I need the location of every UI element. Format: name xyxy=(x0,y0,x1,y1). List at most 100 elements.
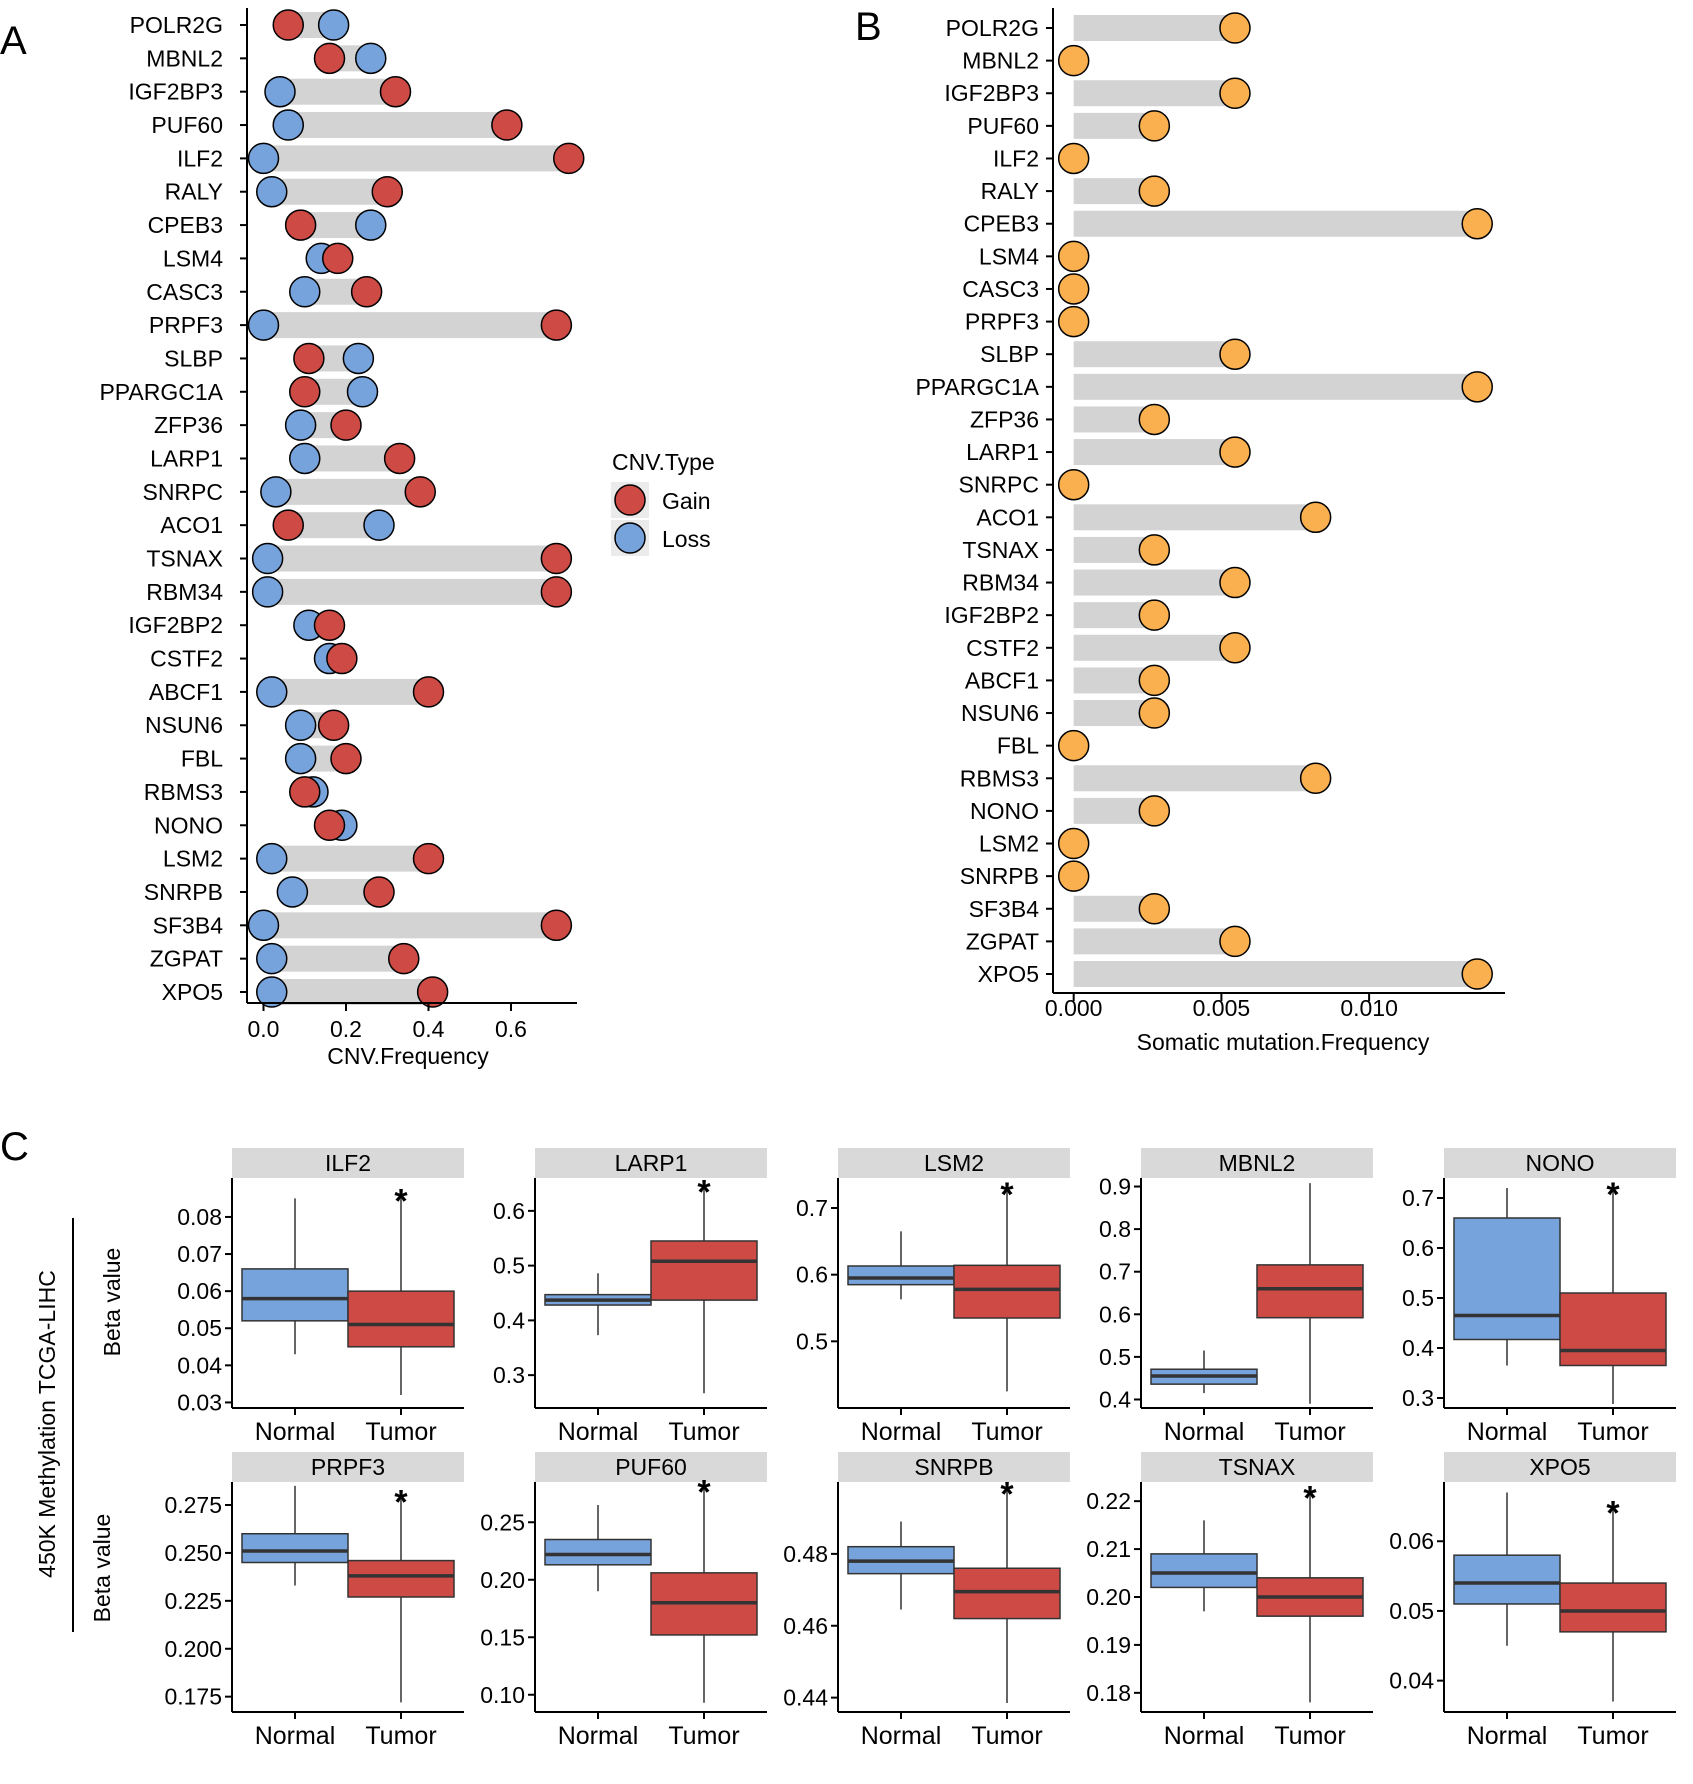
significance-star: * xyxy=(394,1483,408,1521)
facet-title: LSM2 xyxy=(924,1150,984,1176)
y-tick-label: ACO1 xyxy=(976,504,1039,530)
panel-c-methylation-boxplots: 450K Methylation TCGA-LIHC Beta value Be… xyxy=(34,1148,1676,1750)
y-tick-label: LSM4 xyxy=(979,243,1039,269)
gain-point xyxy=(412,842,445,875)
y-tick-label: 0.21 xyxy=(1086,1536,1131,1562)
legend-gain-dot xyxy=(614,484,646,516)
significance-star: * xyxy=(697,1473,711,1511)
gain-point xyxy=(350,276,383,308)
y-tick-label: NSUN6 xyxy=(145,712,223,738)
y-tick-label: XPO5 xyxy=(162,979,223,1005)
panel-b-axes: POLR2G MBNL2 IGF2BP3 PUF60 ILF2 RALY CPEB3 LSM4… xyxy=(915,8,1505,1021)
y-tick-label: CPEB3 xyxy=(148,212,223,238)
y-tick-label: ILF2 xyxy=(993,145,1039,171)
y-tick-label: 0.9 xyxy=(1099,1174,1131,1200)
y-tick-label: 0.08 xyxy=(177,1204,222,1230)
loss-point xyxy=(317,9,350,41)
normal-box xyxy=(847,1265,955,1286)
y-tick-label: 0.4 xyxy=(1402,1335,1434,1361)
y-tick-label: POLR2G xyxy=(946,15,1039,41)
x-tick-label: Normal xyxy=(1467,1722,1548,1750)
x-tick-label: Normal xyxy=(861,1722,942,1750)
y-tick-label: 0.3 xyxy=(1402,1385,1434,1411)
y-tick-label: 0.46 xyxy=(783,1613,828,1639)
mutation-point xyxy=(1138,697,1171,729)
y-tick-label: 0.6 xyxy=(1099,1301,1131,1327)
y-tick-label: 0.175 xyxy=(164,1684,222,1710)
x-tick-label: Normal xyxy=(1467,1418,1548,1446)
y-tick-label: ZGPAT xyxy=(150,946,223,972)
y-tick-label: 0.05 xyxy=(177,1315,222,1341)
gain-point xyxy=(491,109,523,141)
y-tick-label: TSNAX xyxy=(146,546,223,572)
mutation-bar xyxy=(1073,928,1235,955)
y-tick-label: CPEB3 xyxy=(964,211,1039,237)
loss-point xyxy=(251,542,284,575)
loss-point xyxy=(355,42,387,75)
y-tick-label: SNRPC xyxy=(958,472,1039,498)
gain-point xyxy=(326,642,358,675)
gain-point xyxy=(540,909,573,942)
y-tick-label: SNRPB xyxy=(960,863,1039,889)
y-tick-label: 0.200 xyxy=(164,1636,222,1662)
normal-box xyxy=(241,1533,349,1564)
y-tick-label: POLR2G xyxy=(130,12,223,38)
cnv-range-bar xyxy=(288,112,507,139)
y-tick-label: 0.07 xyxy=(177,1241,222,1267)
boxplot-panel: NONO 0.3 0.4 0.5 0.6 0.7 Normal Tumor * xyxy=(1402,1148,1676,1446)
mutation-point xyxy=(1138,175,1171,207)
y-tick-label: PRPF3 xyxy=(149,312,223,338)
cnv-range-bar xyxy=(304,445,400,472)
facet-strip xyxy=(535,1148,767,1178)
loss-point xyxy=(284,709,317,741)
boxplot-panel: SNRPB 0.44 0.46 0.48 Normal Tumor * xyxy=(783,1452,1070,1750)
mutation-point xyxy=(1057,860,1090,892)
x-tick-label: Normal xyxy=(1164,1722,1245,1750)
loss-point xyxy=(247,909,280,942)
y-tick-label: ABCF1 xyxy=(149,679,223,705)
tumor-box xyxy=(347,1559,455,1598)
mutation-point xyxy=(1299,762,1332,795)
gain-point xyxy=(313,42,346,75)
mutation-bar xyxy=(1073,210,1478,237)
loss-point xyxy=(289,276,321,308)
panel-a-loss-points xyxy=(247,9,395,1008)
mutation-point xyxy=(1138,664,1171,697)
panel-b-x-axis-title: Somatic mutation.Frequency xyxy=(1137,1029,1430,1055)
mutation-bar xyxy=(1073,765,1316,792)
normal-box xyxy=(1453,1554,1561,1605)
x-tick-label: Normal xyxy=(558,1722,639,1750)
y-tick-label: 0.4 xyxy=(493,1307,525,1333)
gain-point xyxy=(553,142,585,175)
mutation-point xyxy=(1138,110,1171,142)
facet-strip xyxy=(838,1148,1070,1178)
loss-point xyxy=(247,142,280,175)
panel-label-a: A xyxy=(0,19,27,63)
mutation-bar xyxy=(1073,373,1478,400)
x-tick-label: Normal xyxy=(861,1418,942,1446)
mutation-point xyxy=(1461,207,1493,240)
boxplot-panel: LARP1 0.3 0.4 0.5 0.6 Normal Tumor * xyxy=(493,1148,767,1446)
y-tick-label: 0.4 xyxy=(1099,1386,1131,1412)
mutation-point xyxy=(1219,436,1251,468)
x-tick-label: Tumor xyxy=(1577,1722,1648,1750)
y-tick-label: 0.20 xyxy=(1086,1584,1131,1610)
y-tick-label: IGF2BP3 xyxy=(128,79,223,105)
facet-strip xyxy=(1141,1148,1373,1178)
y-tick-label: PUF60 xyxy=(151,112,223,138)
mutation-bar xyxy=(1073,341,1235,368)
y-tick-label: 0.48 xyxy=(783,1541,828,1567)
y-axis-title-row-1: Beta value xyxy=(99,1248,125,1357)
x-tick-label: Tumor xyxy=(971,1418,1042,1446)
y-tick-label: RBMS3 xyxy=(144,779,223,805)
x-tick-label: Normal xyxy=(558,1418,639,1446)
mutation-bar xyxy=(1073,634,1235,661)
y-tick-label: CSTF2 xyxy=(966,635,1039,661)
y-tick-label: FBL xyxy=(181,746,223,772)
mutation-point xyxy=(1057,729,1090,762)
loss-point xyxy=(342,342,375,375)
x-tick-label: 0.2 xyxy=(330,1016,362,1042)
y-tick-label: FBL xyxy=(997,733,1039,759)
y-tick-label: NONO xyxy=(970,798,1039,824)
